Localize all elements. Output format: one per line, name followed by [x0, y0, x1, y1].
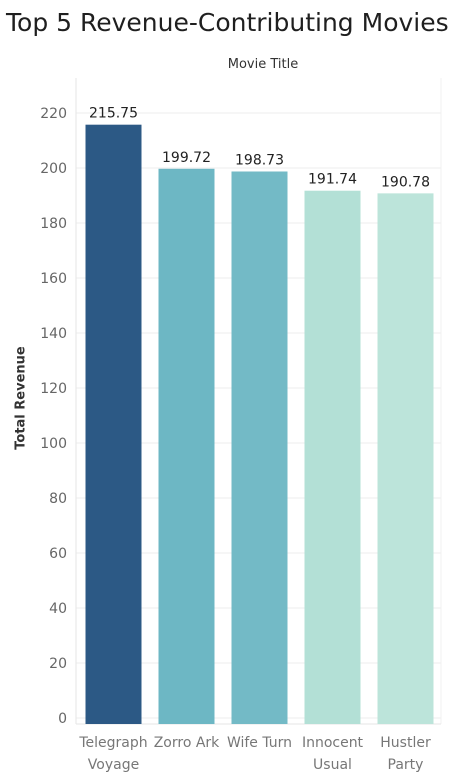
- data-label: 190.78: [381, 174, 430, 190]
- chart-title: Top 5 Revenue-Contributing Movies: [6, 8, 449, 37]
- y-tick-label: 120: [40, 381, 67, 397]
- y-tick-label: 220: [40, 106, 67, 122]
- category-label: Voyage: [88, 757, 139, 773]
- y-tick-label: 180: [40, 216, 67, 232]
- y-tick-label: 20: [49, 656, 67, 672]
- data-label: 198.73: [235, 152, 284, 168]
- data-label: 215.75: [89, 106, 138, 122]
- category-label: Zorro Ark: [154, 735, 220, 751]
- y-tick-label: 100: [40, 436, 67, 452]
- y-tick-label: 200: [40, 161, 67, 177]
- data-label: 191.74: [308, 172, 357, 188]
- category-label: Wife Turn: [227, 735, 292, 751]
- bar: [304, 190, 361, 725]
- y-tick-label: 60: [49, 546, 67, 562]
- bar: [377, 193, 434, 725]
- y-tick-label: 160: [40, 271, 67, 287]
- y-tick-label: 80: [49, 491, 67, 507]
- y-tick-label: 0: [58, 711, 67, 727]
- y-tick-label: 140: [40, 326, 67, 342]
- bar: [85, 124, 142, 724]
- y-tick-label: 40: [49, 601, 67, 617]
- category-label: Telegraph: [78, 735, 147, 751]
- bar: [231, 171, 288, 724]
- bar: [158, 168, 215, 724]
- column-header: Movie Title: [227, 57, 299, 72]
- category-label: Party: [388, 757, 424, 773]
- data-label: 199.72: [162, 150, 211, 166]
- category-label: Hustler: [380, 735, 431, 751]
- category-label: Innocent: [302, 735, 364, 751]
- category-label: Usual: [313, 757, 352, 773]
